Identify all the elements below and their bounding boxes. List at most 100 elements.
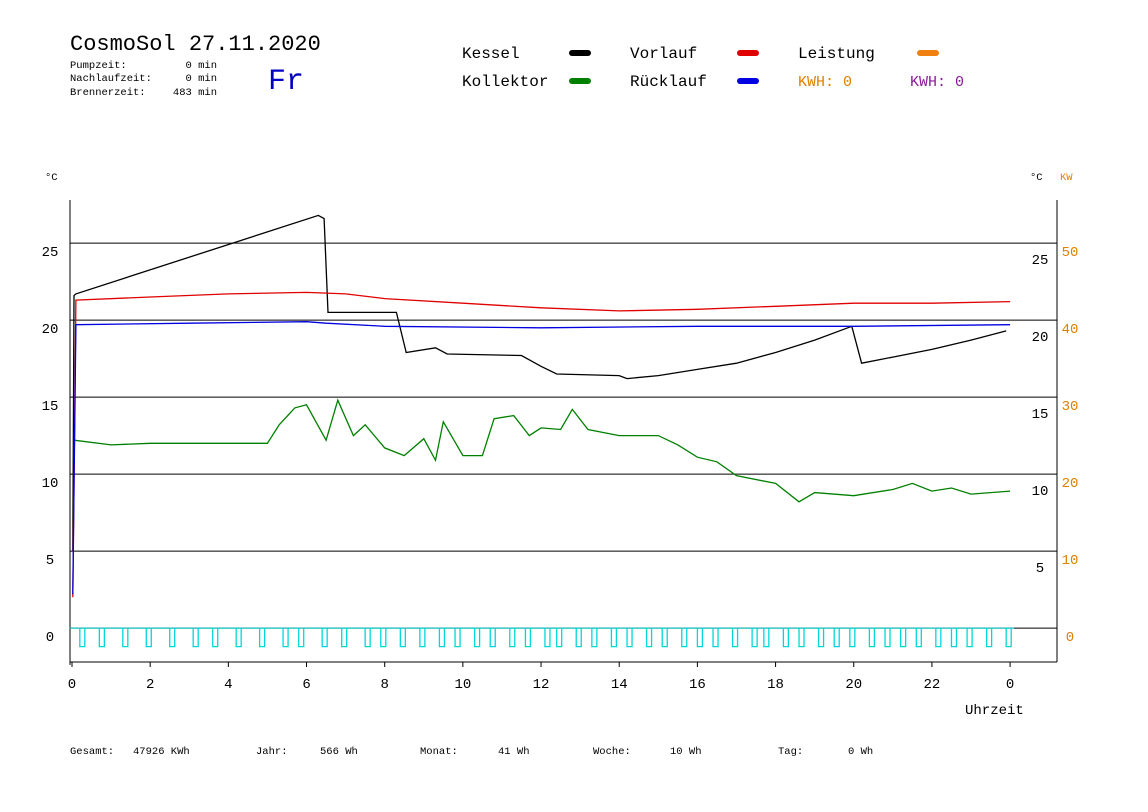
y-tick-label: 20 — [42, 322, 59, 338]
pump-pulse — [524, 628, 532, 648]
y-tick-label: 15 — [42, 399, 59, 415]
pump-pulse — [192, 628, 199, 648]
y3-tick-label: 10 — [1062, 553, 1079, 569]
pump-pulse — [364, 628, 371, 648]
pump-pulse — [321, 628, 328, 648]
y2-tick-label: 25 — [1032, 253, 1049, 269]
pump-pulse — [915, 628, 922, 648]
y3-tick-label: 30 — [1062, 399, 1079, 415]
stat-value: 483 min — [173, 87, 217, 99]
x-tick-label: 0 — [1006, 677, 1014, 693]
pump-pulse — [575, 628, 582, 648]
legend-label: Kessel — [462, 45, 520, 63]
pump-pulse — [556, 628, 563, 648]
series-line — [72, 321, 1011, 595]
pump-pulse — [782, 628, 790, 648]
pump-pulse — [645, 628, 653, 648]
pump-pulse — [712, 628, 719, 648]
pump-pulse — [661, 628, 668, 648]
pump-pulse — [626, 628, 633, 648]
legend-label: Vorlauf — [630, 45, 697, 63]
x-tick-label: 4 — [224, 677, 232, 693]
footer-label: Monat: — [420, 746, 458, 758]
y-tick-label: 25 — [42, 245, 59, 261]
weekday: Fr — [268, 65, 304, 99]
pump-pulse — [380, 628, 387, 648]
footer-value: 41 Wh — [498, 746, 530, 758]
y2-tick-label: 10 — [1032, 484, 1049, 500]
pump-pulse — [966, 628, 973, 648]
pump-pulse — [79, 628, 86, 648]
y2-tick-label: 20 — [1032, 330, 1049, 346]
pump-pulse — [489, 628, 496, 648]
legend-label: Kollektor — [462, 73, 548, 91]
pump-pulse — [473, 628, 481, 648]
y3-tick-label: 20 — [1062, 476, 1079, 492]
pump-pulse — [817, 628, 825, 648]
stat-label: Nachlaufzeit: — [70, 73, 152, 85]
pump-pulse — [341, 628, 348, 648]
kwh: KWH: 0 — [798, 74, 852, 91]
pump-pulse — [122, 628, 129, 648]
pump-pulse — [419, 628, 426, 648]
pump-pulse — [950, 628, 958, 648]
y2-tick-label: 15 — [1032, 407, 1049, 423]
y-tick-label: 0 — [46, 630, 54, 646]
pump-pulse — [849, 628, 856, 648]
stat-value: 0 min — [185, 60, 217, 72]
footer-value: 0 Wh — [848, 746, 873, 758]
pump-pulse — [399, 628, 406, 648]
footer-label: Jahr: — [256, 746, 288, 758]
series-line — [72, 291, 1011, 598]
kwh: KWH: 0 — [910, 74, 964, 91]
pump-pulse — [454, 628, 461, 648]
x-tick-label: 6 — [302, 677, 310, 693]
legend-label: Rücklauf — [630, 73, 707, 91]
pump-pulse — [798, 628, 805, 648]
x-tick-label: 14 — [611, 677, 628, 693]
pump-pulse — [935, 628, 942, 648]
series-line — [73, 398, 1011, 503]
title: CosmoSol 27.11.2020 — [70, 32, 321, 57]
pump-pulse — [696, 628, 704, 648]
y3-tick-label: 40 — [1062, 322, 1079, 338]
pump-pulse — [1005, 628, 1012, 648]
pump-pulse — [258, 628, 266, 648]
x-tick-label: 10 — [454, 677, 471, 693]
x-tick-label: 2 — [146, 677, 154, 693]
stat-label: Brennerzeit: — [70, 87, 146, 99]
pump-pulse — [591, 628, 598, 648]
pump-pulse — [282, 628, 289, 648]
pump-pulse — [212, 628, 219, 648]
x-label: Uhrzeit — [965, 703, 1024, 719]
footer-label: Woche: — [593, 746, 631, 758]
pump-pulse — [98, 628, 106, 648]
legend-label: Leistung — [798, 45, 875, 63]
footer-value: 47926 KWh — [133, 746, 190, 758]
pump-pulse — [681, 628, 688, 648]
pump-pulse — [169, 628, 176, 648]
pump-pulse — [544, 628, 551, 648]
y3-tick-label: 0 — [1066, 630, 1074, 646]
footer-value: 10 Wh — [670, 746, 702, 758]
x-tick-label: 0 — [68, 677, 76, 693]
y2-tick-label: 5 — [1036, 561, 1044, 577]
pump-pulse — [438, 628, 446, 648]
series-line — [72, 214, 1007, 552]
pump-pulse — [985, 628, 993, 648]
stat-value: 0 min — [185, 73, 217, 85]
y-unit: °C — [45, 172, 58, 184]
y2-unit: °C — [1030, 172, 1043, 184]
y3-tick-label: 50 — [1062, 245, 1079, 261]
pump-pulse — [235, 628, 242, 648]
y-tick-label: 10 — [42, 476, 59, 492]
y-tick-label: 5 — [46, 553, 54, 569]
x-tick-label: 8 — [380, 677, 388, 693]
pump-pulse — [900, 628, 907, 648]
pump-pulse — [610, 628, 618, 648]
pump-pulse — [509, 628, 516, 648]
pump-pulse — [751, 628, 758, 648]
stat-label: Pumpzeit: — [70, 60, 127, 72]
pump-pulse — [145, 628, 152, 648]
